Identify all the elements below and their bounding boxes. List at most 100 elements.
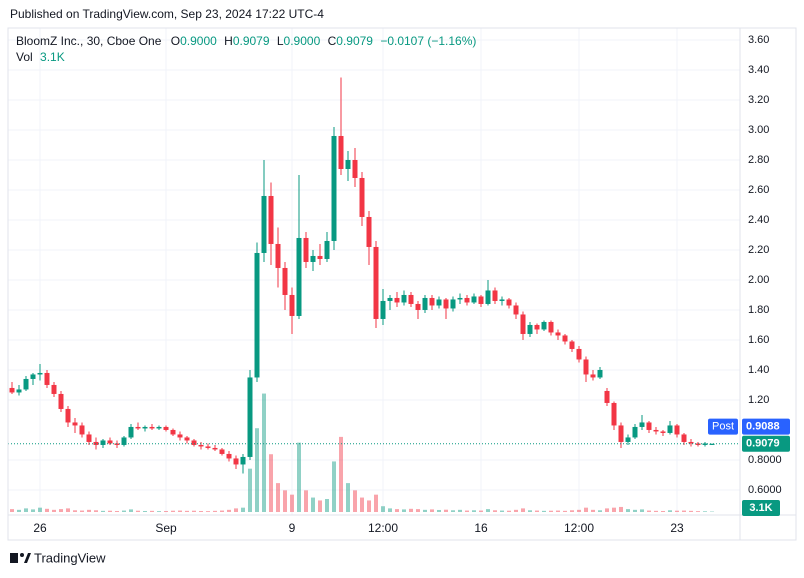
x-tick-label: 26 (33, 521, 47, 535)
y-tick-label: 3.00 (748, 124, 769, 136)
candle-body (345, 159, 351, 169)
candle-body (254, 252, 260, 378)
volume-bar (381, 506, 385, 512)
candle-body (296, 237, 302, 316)
volume-bar (360, 497, 364, 512)
symbol: BloomZ Inc., 30, Cboe One (16, 34, 162, 48)
candle-body (219, 449, 225, 454)
volume-bar (528, 510, 532, 512)
candle-body (436, 299, 442, 306)
volume-bar (507, 510, 511, 512)
volume-bar (465, 510, 469, 512)
volume-bar (367, 500, 371, 512)
volume-bar (94, 510, 98, 512)
volume-bar (164, 510, 168, 512)
y-tick-label: 0.6000 (748, 484, 782, 496)
volume-bar (430, 509, 434, 512)
volume-bar (283, 490, 287, 512)
candle-body (485, 290, 491, 304)
volume-bar (248, 468, 252, 512)
footer-text: TradingView (34, 550, 106, 565)
volume-bar (437, 509, 441, 512)
candle-body (233, 458, 239, 465)
candle-body (268, 195, 274, 244)
candle-body (681, 434, 687, 442)
y-tick-label: 1.80 (748, 304, 769, 316)
volume-bar (703, 511, 707, 512)
volume-bar (605, 508, 609, 512)
candle-body (156, 426, 162, 429)
volume-bar (563, 510, 567, 512)
candle-body (359, 177, 365, 217)
vol-value: 3.1K (40, 50, 65, 64)
y-tick-label: 2.20 (748, 244, 769, 256)
candle-body (149, 426, 155, 429)
candle-body (646, 422, 652, 430)
volume-bar (136, 510, 140, 512)
candles (8, 77, 740, 474)
candle-body (324, 240, 330, 259)
volume-bar (206, 511, 210, 512)
candle-body (170, 429, 176, 435)
candle-body (639, 422, 645, 427)
volume-bar (101, 510, 105, 512)
volume-bar (619, 506, 623, 512)
candle-body (79, 425, 85, 435)
candle-body (660, 431, 666, 433)
y-tick-label: 3.60 (748, 34, 769, 46)
candle-body (191, 440, 197, 445)
volume-bar (388, 508, 392, 512)
y-tick-label: 0.8000 (748, 454, 782, 466)
post-tag-text: Post (712, 421, 734, 433)
volume-bar (185, 510, 189, 512)
candle-body (58, 393, 64, 409)
candle-body (667, 425, 673, 433)
post-price-label: 0.9088 (746, 421, 780, 433)
axes: 0.6000 0.8000 1.20 1.40 1.60 1.80 2.00 2.20 2.40… (33, 34, 790, 535)
candle-body (457, 297, 463, 300)
volume-bar (451, 510, 455, 512)
volume-bar (591, 509, 595, 512)
candle-body (373, 246, 379, 319)
candle-body (464, 297, 470, 303)
candle-body (44, 372, 50, 385)
volume-bar (213, 510, 217, 512)
candle-body (709, 443, 715, 445)
x-tick-label: 23 (670, 521, 684, 535)
volume-bar (556, 510, 560, 512)
candle-body (205, 446, 211, 448)
volume-bar (472, 510, 476, 512)
candle-body (184, 437, 190, 441)
y-tick-label: 1.20 (748, 394, 769, 406)
volume-bar (444, 509, 448, 512)
o-value: 0.9000 (180, 34, 217, 48)
x-tick-label: Sep (155, 521, 177, 535)
volume-bar (220, 510, 224, 512)
volume-bar (66, 508, 70, 512)
volume-bar (234, 508, 238, 512)
candle-body (72, 422, 78, 426)
candle-body (394, 297, 400, 303)
volume-bar (486, 509, 490, 512)
volume-bar (409, 508, 413, 512)
volume-pane (10, 393, 714, 512)
candle-body (541, 321, 547, 330)
volume-bar (675, 510, 679, 512)
volume-bar (31, 509, 35, 512)
volume-bar (339, 436, 343, 512)
volume-bar (542, 510, 546, 512)
volume-bar (150, 510, 154, 512)
volume-bar (297, 442, 301, 512)
l-key: L (277, 34, 284, 48)
volume-bar (612, 507, 616, 512)
volume-bar (577, 509, 581, 512)
candle-body (240, 456, 246, 465)
h-value: 0.9079 (233, 34, 270, 48)
candle-body (282, 267, 288, 295)
volume-bar (500, 510, 504, 512)
x-tick-label: 9 (289, 521, 296, 535)
volume-bar (626, 509, 630, 512)
volume-bar (325, 499, 329, 512)
candle-body (625, 437, 631, 442)
